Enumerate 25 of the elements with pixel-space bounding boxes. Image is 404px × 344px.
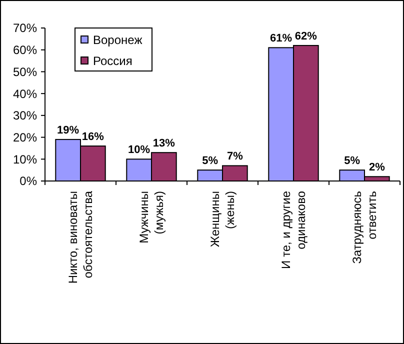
- legend-label: Россия: [93, 54, 132, 68]
- y-tick-label: 30%: [12, 108, 38, 123]
- y-tick-label: 50%: [12, 64, 38, 79]
- data-label: 13%: [152, 138, 176, 150]
- y-tick-label: 40%: [12, 86, 38, 101]
- x-tick-label: Никто, виноваты обстоятельства: [66, 190, 95, 284]
- data-label: 2%: [368, 162, 386, 174]
- x-tick-label: Затрудняюсь ответить: [350, 191, 379, 264]
- y-tick-label: 10%: [12, 152, 38, 166]
- data-label: 10%: [128, 144, 150, 156]
- x-tick-label: Женщины (жены): [208, 191, 237, 248]
- legend-label: Воронеж: [93, 33, 142, 48]
- y-tick-label: 60%: [12, 43, 38, 58]
- y-tick-label: 0%: [20, 174, 38, 188]
- y-tick-label: 20%: [12, 130, 38, 144]
- y-tick-label: 70%: [12, 21, 38, 36]
- data-label: 16%: [82, 131, 104, 144]
- data-label: 19%: [57, 124, 80, 136]
- data-label: 7%: [226, 150, 244, 163]
- data-label: 5%: [202, 155, 218, 168]
- data-label: 61%: [270, 32, 292, 45]
- data-label: 5%: [344, 155, 360, 168]
- data-label: 62%: [294, 30, 318, 42]
- x-tick-label: И те, и другие одинаково: [279, 190, 308, 269]
- x-tick-label: Мужчины (мужья): [137, 191, 166, 244]
